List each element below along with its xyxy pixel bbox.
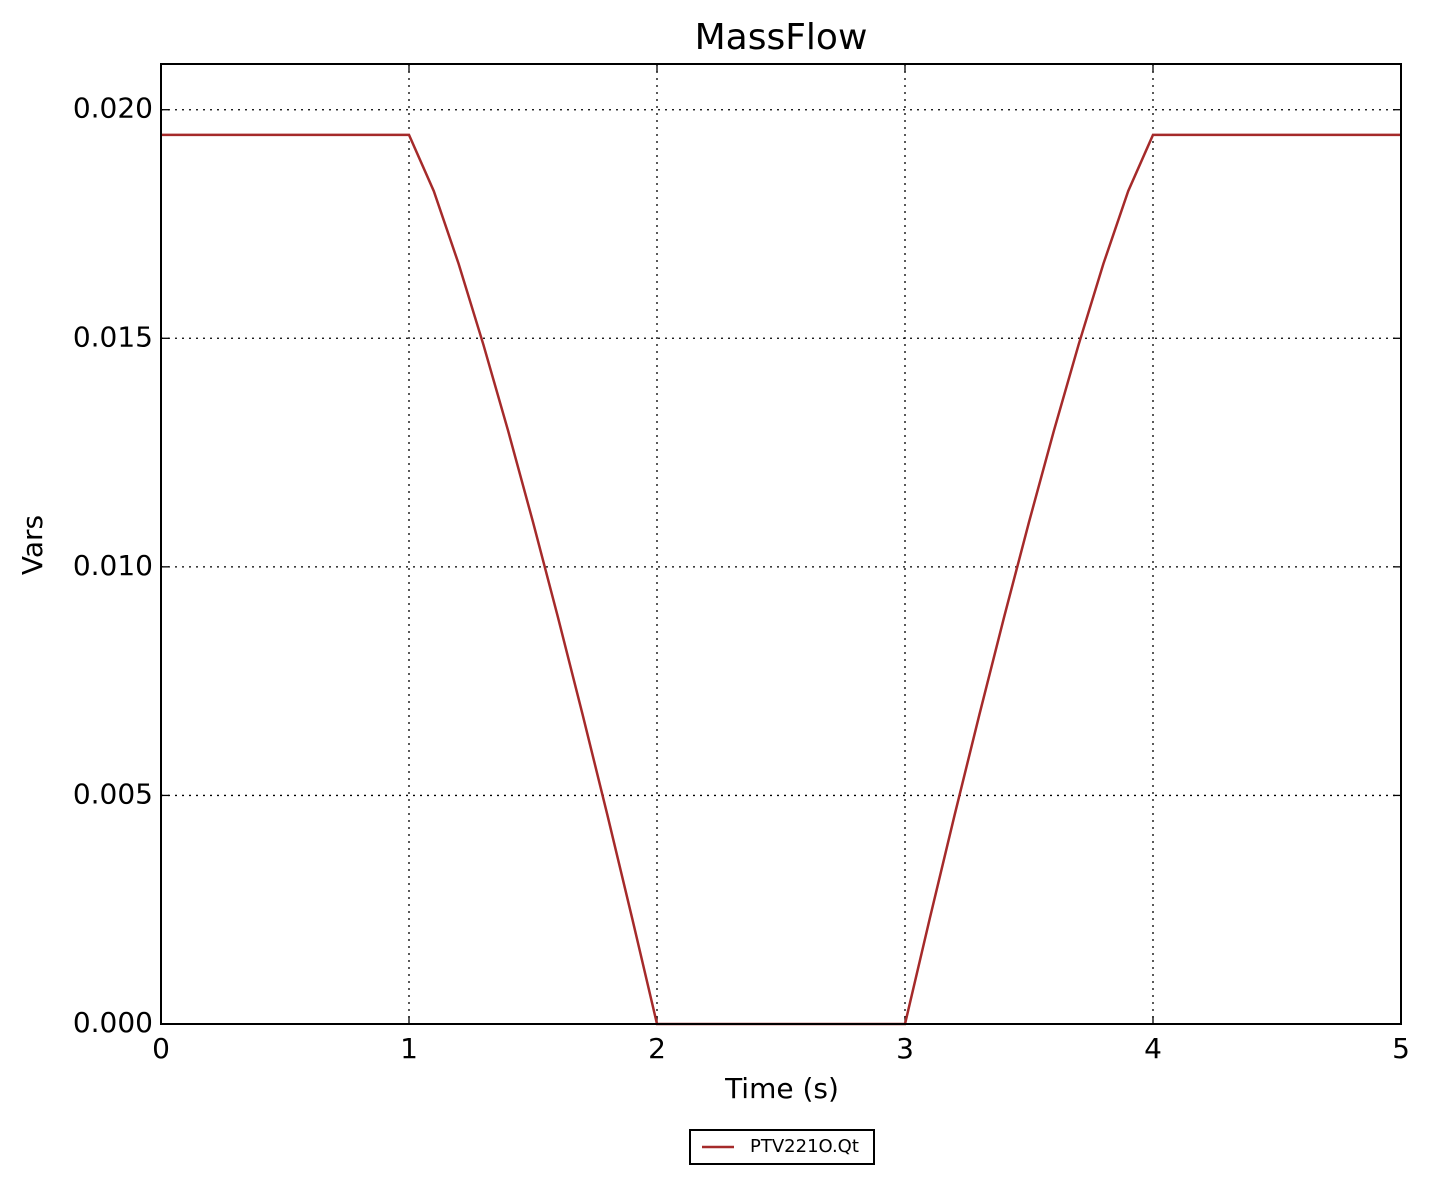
x-tick-label: 0 <box>152 1032 170 1065</box>
y-tick-label: 0.005 <box>73 777 153 810</box>
data-line <box>161 133 1401 1026</box>
y-axis-label: Vars <box>16 515 49 575</box>
x-axis-label: Time (s) <box>724 1072 839 1105</box>
y-tick-label: 0.020 <box>73 92 153 125</box>
x-tick-label: 4 <box>1144 1032 1162 1065</box>
x-tick-label: 2 <box>648 1032 666 1065</box>
plot-frame <box>160 63 1402 1025</box>
x-tick-label: 1 <box>400 1032 418 1065</box>
y-tick-label: 0.010 <box>73 549 153 582</box>
y-tick-label: 0.000 <box>73 1006 153 1039</box>
legend-label: PTV221O.Qt <box>750 1136 859 1157</box>
y-tick-label: 0.015 <box>73 320 153 353</box>
x-tick-label: 5 <box>1392 1032 1410 1065</box>
x-tick-label: 3 <box>896 1032 914 1065</box>
chart-title: MassFlow <box>695 17 868 58</box>
